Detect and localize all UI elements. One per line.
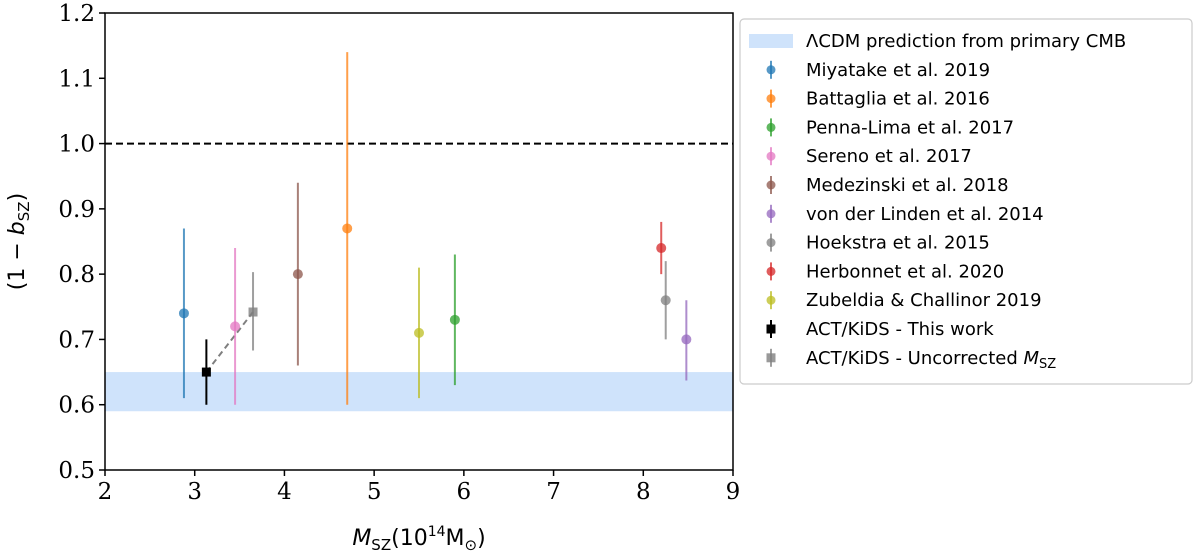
legend-label: ΛCDM prediction from primary CMB [806, 31, 1126, 52]
data-marker [292, 269, 303, 280]
series-10-point-0 [248, 272, 258, 351]
legend-item-0: Miyatake et al. 2019 [766, 60, 990, 81]
data-marker [660, 295, 671, 306]
x-tick-label: 7 [546, 479, 561, 505]
data-marker-square [201, 367, 211, 377]
data-marker [342, 223, 353, 234]
series-5-point-0 [681, 300, 692, 381]
legend-item-2: Penna-Lima et al. 2017 [766, 117, 1014, 138]
series-0-point-0 [178, 228, 189, 399]
data-marker [178, 308, 189, 319]
series-1-point-0 [342, 52, 353, 405]
y-tick-label: 1.1 [58, 66, 95, 92]
series-6-point-0 [660, 261, 671, 340]
legend-marker [766, 94, 776, 104]
axes-frame [104, 12, 734, 471]
x-tick-label: 6 [457, 479, 472, 505]
x-tick-label: 8 [636, 479, 651, 505]
legend-item-band: ΛCDM prediction from primary CMB [749, 31, 1126, 52]
x-tick-label: 9 [726, 479, 741, 505]
legend-marker-square [766, 353, 776, 363]
legend-box [739, 18, 1193, 385]
axes: 2 3 4 5 6 7 8 9 0.5 0.6 0.7 0.8 0.9 1.0 1.1 1.2 MSZ(1014… [5, 1, 740, 553]
x-tick-label: 4 [277, 479, 292, 505]
legend-item-3: Sereno et al. 2017 [766, 146, 972, 167]
legend-label: ACT/KiDS - Uncorrected MSZ [806, 348, 1056, 372]
legend-marker [766, 151, 776, 161]
legend-item-7: Herbonnet et al. 2020 [766, 261, 1004, 282]
y-tick-label: 1.2 [58, 1, 95, 27]
legend-label: Hoekstra et al. 2015 [806, 233, 990, 254]
series-4-point-0 [292, 182, 303, 366]
plot-area [105, 52, 733, 412]
y-tick-label: 0.6 [58, 393, 95, 419]
legend-item-9: ACT/KiDS - This work [766, 319, 994, 340]
x-axis-label: MSZ(1014M⊙) [352, 524, 485, 553]
legend-label: von der Linden et al. 2014 [806, 204, 1044, 225]
series-8-point-0 [414, 267, 424, 399]
legend-label: Zubeldia & Challinor 2019 [806, 290, 1042, 311]
legend-item-6: Hoekstra et al. 2015 [766, 233, 990, 254]
legend-marker [766, 65, 776, 75]
series-3-point-0 [230, 248, 241, 405]
y-tick-label: 0.9 [58, 197, 95, 223]
data-marker [414, 327, 424, 338]
legend-label: ACT/KiDS - This work [806, 319, 994, 340]
legend-marker [766, 122, 776, 132]
legend-marker-square [766, 324, 776, 334]
data-marker [681, 334, 692, 345]
legend: ΛCDM prediction from primary CMB Miyatake… [739, 18, 1193, 385]
x-tick-label: 5 [367, 479, 382, 505]
legend-label: Sereno et al. 2017 [806, 146, 972, 167]
legend-label: Battaglia et al. 2016 [806, 89, 990, 110]
legend-marker [766, 238, 776, 248]
data-marker-square [248, 307, 258, 317]
data-marker [230, 321, 241, 332]
legend-swatch-band [749, 34, 793, 48]
series-2-point-0 [449, 254, 460, 386]
legend-label: Penna-Lima et al. 2017 [806, 117, 1014, 138]
y-tick-label: 0.7 [58, 327, 95, 353]
data-marker [656, 243, 667, 254]
legend-item-5: von der Linden et al. 2014 [766, 204, 1044, 225]
series-9-point-0 [201, 339, 211, 405]
series-7-point-0 [656, 221, 667, 275]
legend-marker [766, 295, 776, 305]
y-axis-label: (1 − bSZ) [5, 193, 33, 290]
legend-item-4: Medezinski et al. 2018 [766, 175, 1009, 196]
legend-marker [766, 266, 776, 276]
legend-label: Medezinski et al. 2018 [806, 175, 1009, 196]
y-tick-label: 1.0 [58, 132, 95, 158]
legend-item-8: Zubeldia & Challinor 2019 [766, 290, 1042, 311]
legend-marker [766, 180, 776, 190]
y-tick-label: 0.8 [58, 262, 95, 288]
x-tick-label: 3 [187, 479, 202, 505]
legend-label: Herbonnet et al. 2020 [806, 261, 1004, 282]
data-marker [449, 314, 460, 325]
connector-line [205, 311, 254, 373]
legend-marker [766, 209, 776, 219]
legend-label: Miyatake et al. 2019 [806, 60, 990, 81]
legend-item-10: ACT/KiDS - Uncorrected MSZ [766, 348, 1056, 372]
legend-item-1: Battaglia et al. 2016 [766, 89, 990, 110]
y-tick-label: 0.5 [58, 458, 95, 484]
x-tick-label: 2 [98, 479, 113, 505]
